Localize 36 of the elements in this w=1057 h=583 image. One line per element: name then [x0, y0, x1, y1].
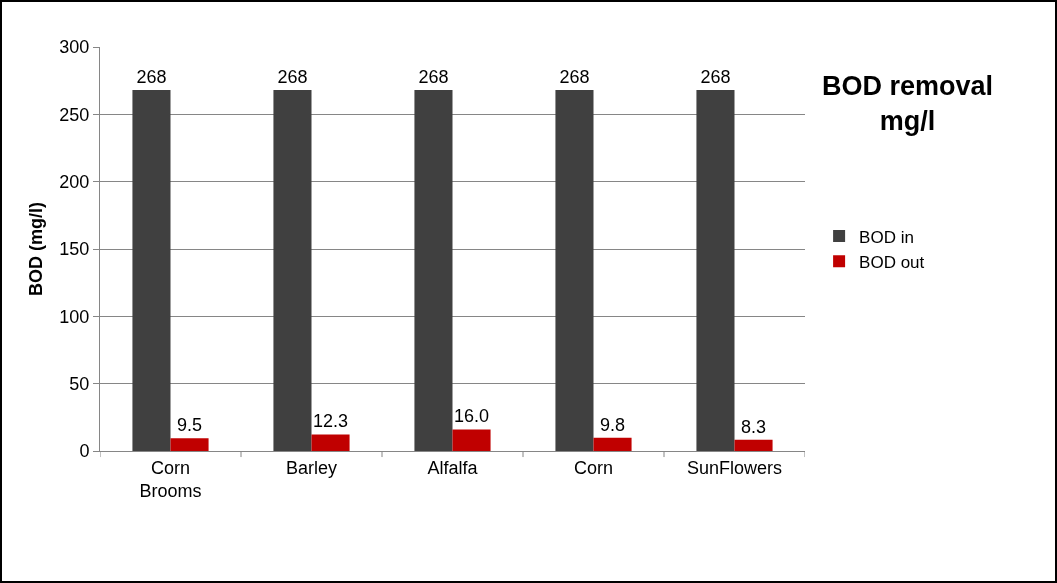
y-tick-label: 200: [59, 171, 90, 192]
x-tick-label: Corn: [573, 457, 614, 478]
bar: [696, 90, 735, 451]
bar: [311, 434, 350, 451]
data-label: 9.5: [177, 415, 203, 436]
y-tick-label: 50: [69, 373, 90, 394]
data-label: 268: [700, 67, 731, 88]
data-label: 268: [277, 67, 308, 88]
bar: [273, 90, 312, 451]
data-label: 268: [418, 67, 449, 88]
data-label: 16.0: [454, 406, 490, 427]
data-label: 9.8: [600, 414, 626, 435]
bar: [170, 438, 209, 451]
bar: [593, 437, 632, 451]
data-label: 12.3: [313, 411, 349, 432]
bar: [452, 429, 491, 451]
x-tick-label: Alfalfa: [427, 457, 479, 478]
text: BOD removal mg/l: [822, 70, 994, 136]
data-label: 8.3: [741, 416, 767, 437]
bar: [734, 439, 773, 451]
y-tick-label: 250: [59, 104, 90, 125]
y-tick-label: 0: [79, 441, 90, 462]
legend-label: BOD in: [859, 227, 914, 247]
y-axis-title: BOD (mg/l): [25, 202, 46, 296]
legend-label: BOD out: [859, 252, 925, 272]
bar: [555, 90, 594, 451]
data-label: 268: [136, 67, 167, 88]
bar: [132, 90, 171, 451]
y-tick-label: 150: [59, 239, 90, 260]
x-tick-label: Barley: [285, 457, 338, 478]
y-tick-label: 100: [59, 306, 90, 327]
y-tick-label: 300: [59, 37, 90, 58]
bar: [414, 90, 453, 451]
x-tick-label: Corn Brooms: [139, 457, 202, 501]
x-tick-label: SunFlowers: [686, 457, 783, 478]
data-label: 268: [559, 67, 590, 88]
